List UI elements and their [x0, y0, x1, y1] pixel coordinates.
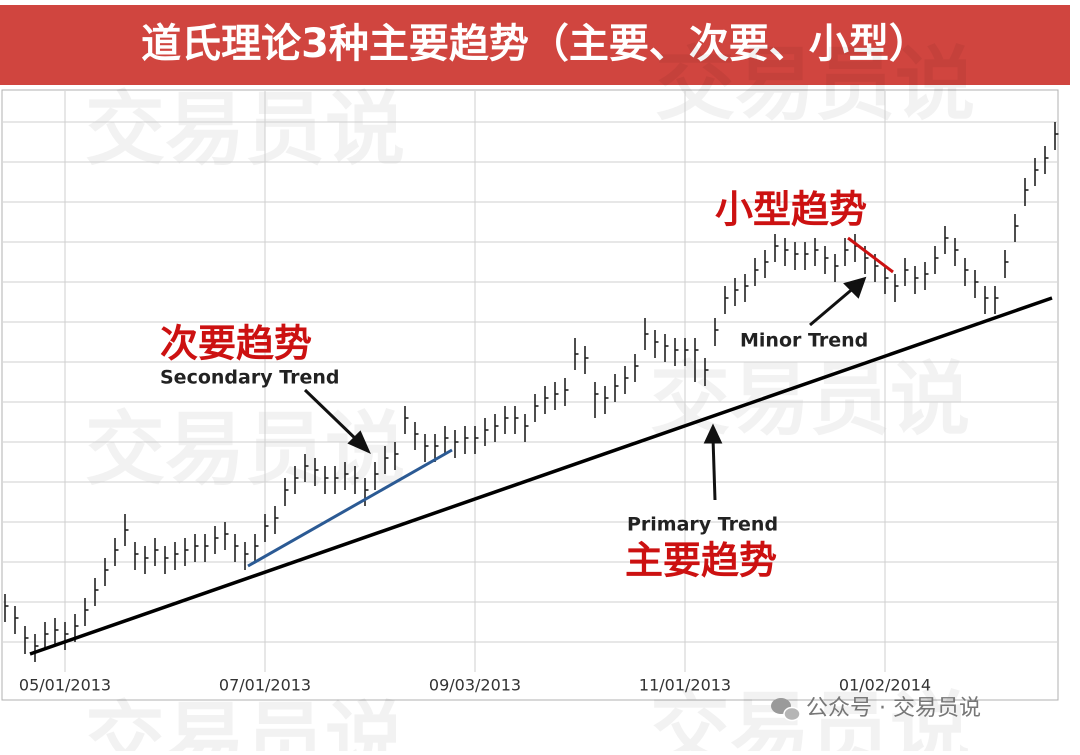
x-tick-label: 07/01/2013: [219, 676, 311, 695]
arrow: [809, 284, 857, 327]
x-tick-label: 11/01/2013: [639, 676, 731, 695]
watermark: 交易员说: [650, 683, 970, 751]
arrows: [303, 276, 867, 501]
arrow-head: [703, 423, 723, 444]
annotation: Minor Trend: [740, 330, 868, 352]
watermark: 交易员说: [650, 353, 970, 446]
arrow-head: [843, 276, 867, 299]
arrow: [303, 388, 362, 445]
x-tick-label: 09/03/2013: [429, 676, 521, 695]
annotation-cn: 小型趋势: [715, 188, 867, 232]
arrow: [711, 437, 717, 501]
trend-line: [247, 448, 453, 568]
annotation: Primary Trend: [627, 514, 778, 536]
wechat-icon: [771, 698, 801, 722]
trend-line: [847, 236, 894, 274]
title-banner: [0, 5, 1070, 85]
watermark: 交易员说: [85, 693, 405, 751]
annotation-cn: 次要趋势: [160, 322, 312, 366]
watermark: 交易员说: [85, 83, 405, 176]
footer: 公众号 · 交易员说: [806, 696, 981, 721]
icon-bubble: [783, 706, 801, 722]
x-tick-label: 01/02/2014: [839, 676, 931, 695]
watermark: 交易员说: [85, 403, 405, 496]
trend-line: [29, 296, 1053, 656]
watermark: 交易员说: [655, 38, 975, 131]
annotation-cn: 主要趋势: [625, 539, 777, 583]
arrow-head: [347, 430, 371, 454]
plot: 05/01/2013 07/01/2013 09/03/2013 11/01/2013…: [3, 91, 1059, 695]
plot-frame: [1, 89, 1059, 701]
title: 道氏理论3种主要趋势（主要、次要、小型）: [141, 21, 929, 67]
x-tick-label: 05/01/2013: [19, 676, 111, 695]
watermarks: 交易员说 交易员说 交易员说 交易员说 交易员说 交易员说: [85, 38, 975, 755]
annotation: Secondary Trend: [160, 367, 339, 389]
